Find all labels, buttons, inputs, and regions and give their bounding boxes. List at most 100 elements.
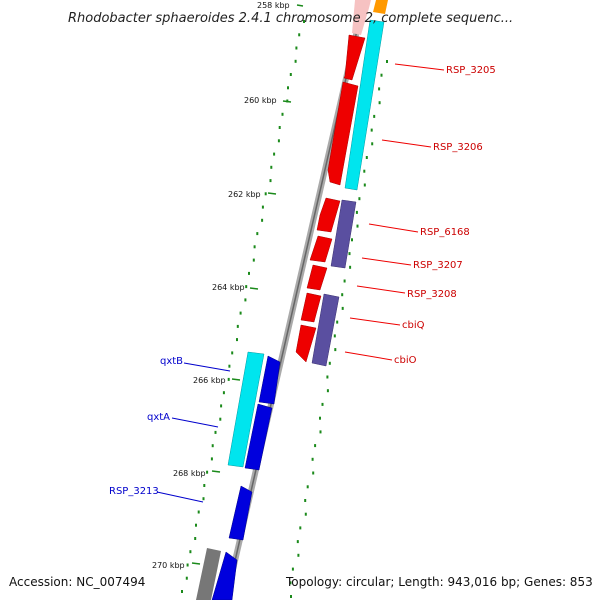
gc-dot — [219, 417, 222, 421]
gc-dot — [312, 471, 315, 475]
gc-dot — [321, 402, 324, 406]
gene-rsp-3206[interactable] — [327, 81, 359, 186]
gc-dot — [231, 351, 234, 355]
gene-label-cbiq[interactable]: cbiQ — [402, 320, 425, 331]
gene-label-rsp-3207[interactable]: RSP_3207 — [413, 260, 463, 271]
gc-dot — [245, 285, 248, 289]
tick-mark — [282, 100, 292, 103]
forward-gene-labels: RSP_3205 RSP_3206 RSP_6168 RSP_3207 RSP_… — [344, 63, 496, 366]
gc-dot — [287, 86, 289, 90]
gc-dot — [319, 430, 322, 434]
cds-segment[interactable] — [311, 293, 340, 367]
scale-ticks: 258 kbp 260 kbp 262 kbp 264 kbp 266 kbp … — [152, 1, 304, 570]
gc-dot — [289, 73, 292, 76]
leader-line — [356, 285, 406, 294]
gc-dot — [341, 306, 344, 310]
tick-label: 260 kbp — [244, 96, 277, 105]
gc-dot — [214, 430, 217, 434]
gc-dot — [297, 553, 300, 557]
gc-dot — [380, 73, 383, 77]
gene-label-qxta[interactable]: qxtA — [147, 412, 170, 423]
gc-dot — [281, 112, 284, 116]
reverse-strand-track — [196, 351, 281, 600]
gc-dot — [348, 252, 351, 256]
gene-label-rsp-3213[interactable]: RSP_3213 — [109, 486, 159, 497]
gc-dot — [189, 550, 192, 554]
gc-dot — [197, 510, 200, 514]
gc-dot — [227, 377, 230, 381]
gc-dot — [273, 152, 276, 156]
gene-label-rsp-3208[interactable]: RSP_3208 — [407, 289, 457, 300]
tick-label: 258 kbp — [257, 1, 290, 10]
gc-dot — [194, 537, 197, 540]
gene-rsp-6168[interactable] — [316, 197, 341, 233]
gene-bottom[interactable] — [211, 551, 238, 600]
gc-dot — [278, 126, 281, 129]
gc-dot — [239, 311, 242, 315]
gene-label-rsp-3205[interactable]: RSP_3205 — [446, 65, 496, 76]
gc-dot — [202, 497, 205, 501]
gc-dot — [336, 320, 339, 324]
orf-segment[interactable] — [344, 19, 385, 191]
gene-rsp-3208[interactable] — [306, 264, 328, 291]
gc-dot — [203, 484, 206, 487]
gene-orange-top[interactable] — [373, 0, 388, 14]
gc-dot — [289, 581, 292, 585]
gc-dot — [358, 197, 361, 201]
tick-label: 270 kbp — [152, 561, 185, 570]
gc-skew-track — [289, 60, 388, 598]
gc-dot — [210, 457, 213, 461]
gene-cbio[interactable] — [295, 324, 317, 363]
gc-dot — [248, 271, 250, 275]
gc-dot — [236, 324, 239, 328]
gene-rsp-3205[interactable] — [343, 34, 366, 81]
gc-dot — [228, 364, 231, 368]
orf-track-forward — [344, 19, 385, 191]
gc-dot — [211, 444, 214, 448]
gene-rsp-3207[interactable] — [309, 235, 333, 263]
gc-content-track — [181, 20, 305, 593]
gc-dot — [269, 179, 272, 183]
gene-label-qxtb[interactable]: qxtB — [160, 356, 183, 367]
leader-line — [156, 491, 204, 503]
gc-dot — [355, 210, 358, 214]
gene-label-rsp-6168[interactable]: RSP_6168 — [420, 227, 470, 238]
gc-dot — [181, 590, 183, 593]
gc-dot — [236, 338, 238, 342]
gc-dot — [291, 567, 294, 571]
gc-dot — [311, 457, 314, 461]
gene-pale-top[interactable] — [352, 0, 371, 35]
leader-line — [368, 223, 419, 233]
gc-dot — [294, 59, 297, 63]
genome-summary-text: Topology: circular; Length: 943,016 bp; … — [285, 575, 593, 589]
gene-cbiq[interactable] — [300, 292, 322, 323]
gc-dot — [186, 563, 189, 567]
gc-dot — [195, 523, 197, 527]
tick-mark — [211, 470, 221, 473]
leader-line — [171, 417, 219, 428]
tick-label: 268 kbp — [173, 469, 206, 478]
gc-dot — [244, 298, 247, 302]
leader-line — [344, 351, 393, 361]
gc-dot — [319, 416, 321, 420]
gene-qxta[interactable] — [244, 403, 273, 471]
tick-label: 266 kbp — [193, 376, 226, 385]
feature-gray[interactable] — [196, 548, 221, 600]
tick-mark — [191, 562, 201, 565]
gc-dot — [326, 389, 329, 393]
gene-rsp-3213[interactable] — [228, 485, 253, 541]
gc-dot — [264, 192, 267, 196]
cds-segment[interactable] — [330, 199, 357, 269]
leader-line — [361, 257, 412, 266]
gene-label-rsp-3206[interactable]: RSP_3206 — [433, 142, 483, 153]
map-title: Rhodobacter sphaeroides 2.4.1 chromosome… — [68, 11, 513, 26]
gene-qxtb[interactable] — [258, 355, 281, 405]
tick-mark — [267, 192, 277, 195]
leader-line — [394, 63, 445, 71]
orf-segment[interactable] — [227, 351, 265, 468]
gene-label-cbio[interactable]: cbiO — [394, 355, 417, 366]
gc-dot — [334, 348, 337, 352]
gc-dot — [343, 279, 346, 283]
gc-dot — [373, 114, 376, 118]
